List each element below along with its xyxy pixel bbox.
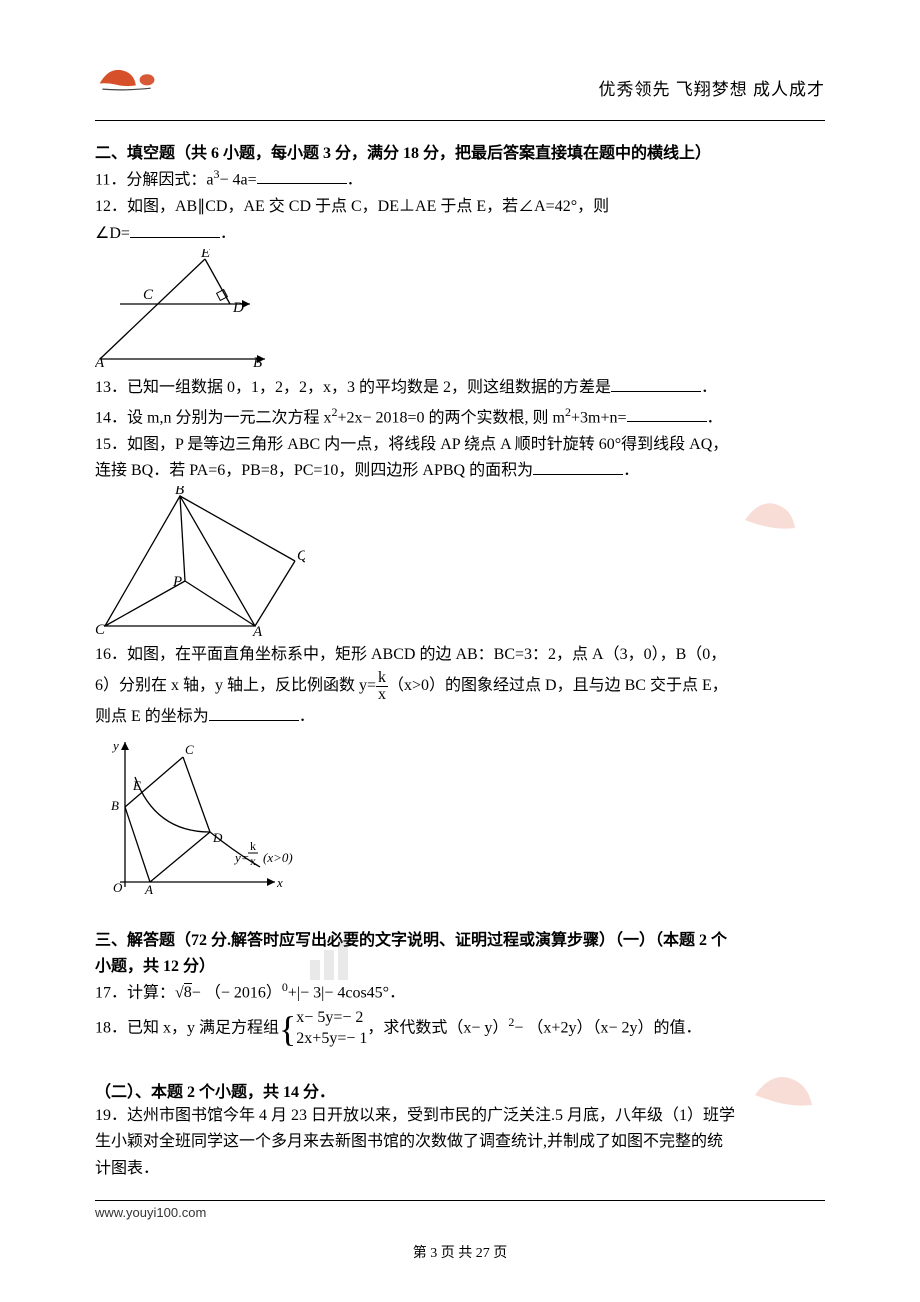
svg-text:A: A (252, 624, 263, 636)
svg-text:E: E (200, 249, 210, 261)
section3-title-l2: 小题，共 12 分） (95, 952, 825, 976)
q15-figure: B C A P Q (95, 486, 825, 641)
svg-text:O: O (113, 880, 123, 895)
brace-icon: { (279, 1011, 296, 1047)
q16-line3: 则点 E 的坐标为 ． (95, 705, 825, 730)
page-number: 第 3 页 共 27 页 (95, 1242, 825, 1262)
q12-l2a: ∠D= (95, 225, 130, 242)
svg-text:A: A (144, 882, 153, 897)
q13: 13．已知一组数据 0，1，2，2，x，3 的平均数是 2，则这组数据的方差是 ． (95, 376, 825, 401)
q18: 18．已知 x，y 满足方程组{x− 5y=− 22x+5y=− 1，求代数式（… (95, 1008, 825, 1050)
logo-icon (95, 60, 160, 95)
q15-line2: 连接 BQ．若 PA=6，PB=8，PC=10，则四边形 APBQ 的面积为 ． (95, 459, 825, 484)
q18-mid2: − （x+2y）（x− 2y）的值． (514, 1019, 701, 1036)
q16-line2: 6）分别在 x 轴，y 轴上，反比例函数 y=kx（x>0）的图象经过点 D，且… (95, 670, 825, 703)
svg-text:y=: y= (233, 850, 250, 865)
header-rule (95, 120, 825, 121)
q14-blank (627, 406, 707, 422)
q12-figure: A B C D E (95, 249, 825, 374)
q14-pre: 14．设 m,n 分别为一元二次方程 x (95, 409, 331, 426)
fraction: kx (376, 670, 388, 703)
q15-line1: 15．如图，P 是等边三角形 ABC 内一点，将线段 AP 绕点 A 顺时针旋转… (95, 433, 825, 458)
q13-suf: ． (701, 379, 717, 396)
svg-text:C: C (143, 287, 154, 303)
svg-text:x: x (250, 854, 256, 868)
q19-l1: 19．达州市图书馆今年 4 月 23 日开放以来，受到市民的广泛关注.5 月底，… (95, 1104, 825, 1129)
q17-mid2: +|− 3|− 4cos45°． (288, 984, 405, 1001)
svg-text:B: B (111, 798, 119, 813)
svg-text:y: y (111, 738, 119, 753)
q16-line1: 16．如图，在平面直角坐标系中，矩形 ABCD 的边 AB：BC=3：2，点 A… (95, 643, 825, 668)
q17-mid1: − （− 2016） (192, 984, 282, 1001)
svg-text:E: E (132, 778, 141, 793)
q11-blank (257, 168, 347, 184)
q14-mid2: +3m+n= (571, 409, 627, 426)
svg-text:C: C (185, 742, 194, 757)
q11-mid: − 4a= (220, 171, 257, 188)
svg-text:C: C (95, 622, 106, 636)
q17-pre: 17．计算： (95, 984, 175, 1001)
svg-text:Q: Q (297, 548, 305, 564)
frac-num: k (376, 670, 388, 687)
svg-text:B: B (253, 355, 262, 369)
q12-l2b: ． (220, 225, 236, 242)
q16-l3a: 则点 E 的坐标为 (95, 708, 209, 725)
q12-blank (130, 222, 220, 238)
q14-mid: +2x− 2018=0 的两个实数根, 则 m (337, 409, 565, 426)
svg-text:B: B (175, 486, 184, 498)
q16-l2a: 6）分别在 x 轴，y 轴上，反比例函数 y= (95, 677, 376, 694)
svg-text:x: x (276, 875, 283, 890)
q16-l3b: ． (299, 708, 315, 725)
svg-text:D: D (212, 830, 223, 845)
equation-system: x− 5y=− 22x+5y=− 1 (296, 1008, 367, 1050)
section2-title: 二、填空题（共 6 小题，每小题 3 分，满分 18 分，把最后答案直接填在题中… (95, 139, 825, 163)
footer-rule (95, 1200, 825, 1201)
svg-text:k: k (250, 839, 256, 853)
q16-l2b: （x>0）的图象经过点 D，且与边 BC 交于点 E， (388, 677, 728, 694)
eq1: x− 5y=− 2 (296, 1008, 367, 1029)
svg-text:A: A (95, 355, 105, 369)
q11-suf: ． (347, 171, 363, 188)
q12-line1: 12．如图，AB∥CD，AE 交 CD 于点 C，DE⊥AE 于点 E，若∠A=… (95, 195, 825, 220)
eq2: 2x+5y=− 1 (296, 1029, 367, 1050)
svg-text:P: P (172, 574, 182, 590)
page-header: 优秀领先 飞翔梦想 成人成才 (95, 60, 825, 100)
svg-text:D: D (232, 300, 244, 316)
q14-suf: ． (707, 409, 723, 426)
q13-pre: 13．已知一组数据 0，1，2，2，x，3 的平均数是 2，则这组数据的方差是 (95, 379, 611, 396)
section3-title-l1: 三、解答题（72 分.解答时应写出必要的文字说明、证明过程或演算步骤）（一）（本… (95, 926, 825, 950)
q12-line2: ∠D= ． (95, 222, 825, 247)
q13-blank (611, 376, 701, 392)
q19-l2: 生小颖对全班同学这一个多月来去新图书馆的次数做了调查统计,并制成了如图不完整的统 (95, 1130, 825, 1155)
footer-url: www.youyi100.com (95, 1205, 825, 1220)
q19-l3: 计图表． (95, 1157, 825, 1182)
q18-pre: 18．已知 x，y 满足方程组 (95, 1019, 279, 1036)
q15-l2a: 连接 BQ．若 PA=6，PB=8，PC=10，则四边形 APBQ 的面积为 (95, 462, 533, 479)
q11-pre: 11．分解因式：a (95, 171, 214, 188)
q15-blank (533, 459, 623, 475)
q17: 17．计算：√8− （− 2016）0+|− 3|− 4cos45°． (95, 978, 825, 1006)
subsection2-title: （二）、本题 2 个小题，共 14 分． (95, 1078, 825, 1102)
radicand: 8 (184, 983, 192, 1001)
q14: 14．设 m,n 分别为一元二次方程 x2+2x− 2018=0 的两个实数根,… (95, 403, 825, 431)
q11: 11．分解因式：a3− 4a=． (95, 165, 825, 193)
q16-blank (209, 705, 299, 721)
svg-text:(x>0): (x>0) (263, 850, 293, 865)
page-footer: www.youyi100.com 第 3 页 共 27 页 (95, 1200, 825, 1262)
slogan-text: 优秀领先 飞翔梦想 成人成才 (599, 75, 826, 100)
q15-l2b: ． (623, 462, 639, 479)
q18-mid: ，求代数式（x− y） (367, 1019, 508, 1036)
frac-den: x (376, 687, 388, 703)
q16-figure: O A B C D E x y y= k x (x>0) (95, 732, 825, 902)
